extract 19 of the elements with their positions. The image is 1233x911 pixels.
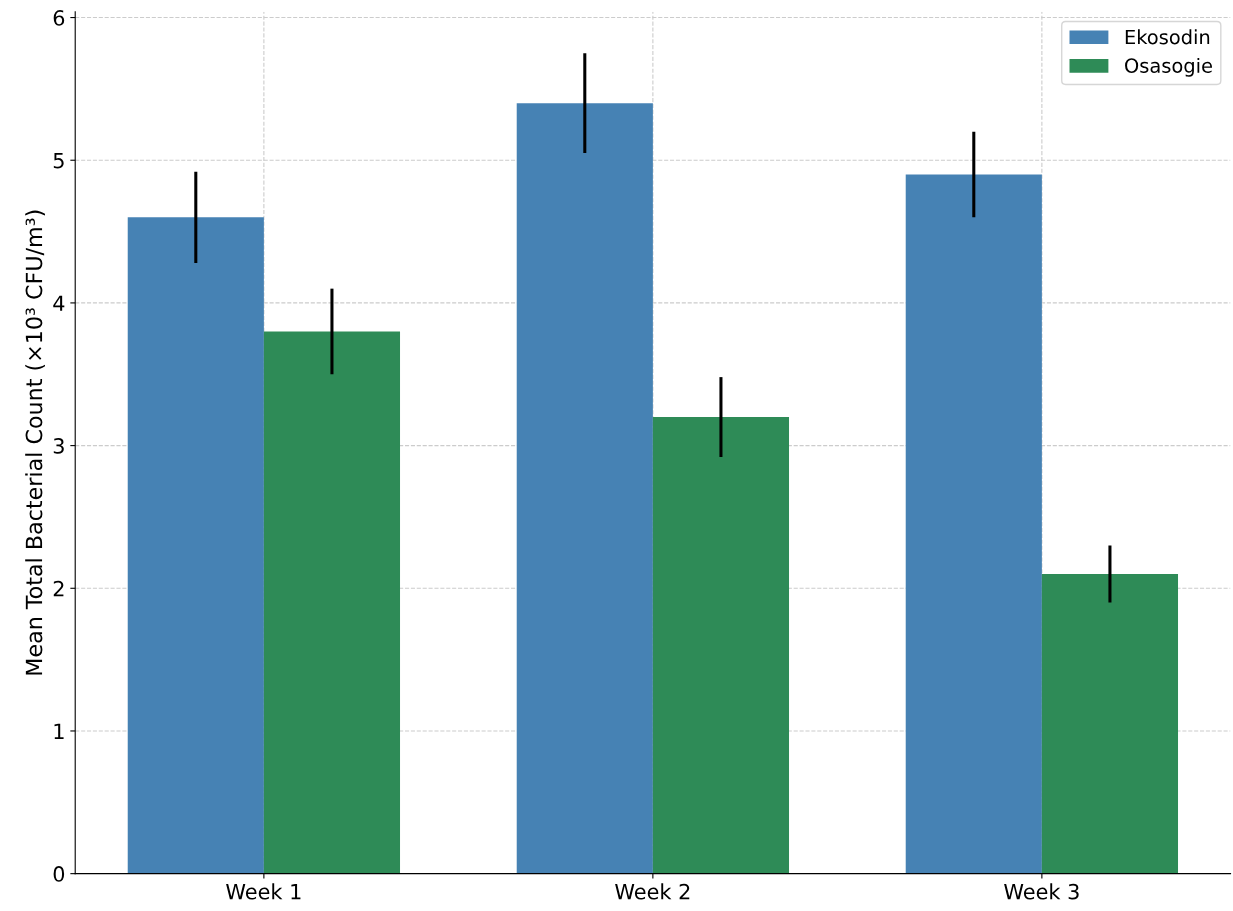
bar xyxy=(127,217,264,874)
y-tick-label: 4 xyxy=(53,295,65,311)
x-tick-label: Week 2 xyxy=(615,883,690,900)
y-tick-label: 2 xyxy=(53,580,64,597)
bar xyxy=(516,103,653,874)
y-tick-label: 5 xyxy=(53,152,64,169)
bar xyxy=(652,417,790,874)
bar xyxy=(905,174,1042,874)
y-tick-label: 1 xyxy=(54,723,64,739)
legend-label: Osasogie xyxy=(1125,57,1212,77)
legend-label: Ekosodin xyxy=(1125,29,1210,45)
x-tick-label: Week 3 xyxy=(1004,883,1079,900)
y-axis-title: Mean Total Bacterial Count (×10³ CFU/m³) xyxy=(25,210,45,675)
y-tick-label: 0 xyxy=(53,866,65,882)
bar xyxy=(1041,574,1179,874)
bar xyxy=(263,331,401,874)
y-tick-label: 6 xyxy=(53,10,65,26)
x-tick-label: Week 1 xyxy=(226,883,301,900)
y-tick-label: 3 xyxy=(53,438,64,454)
